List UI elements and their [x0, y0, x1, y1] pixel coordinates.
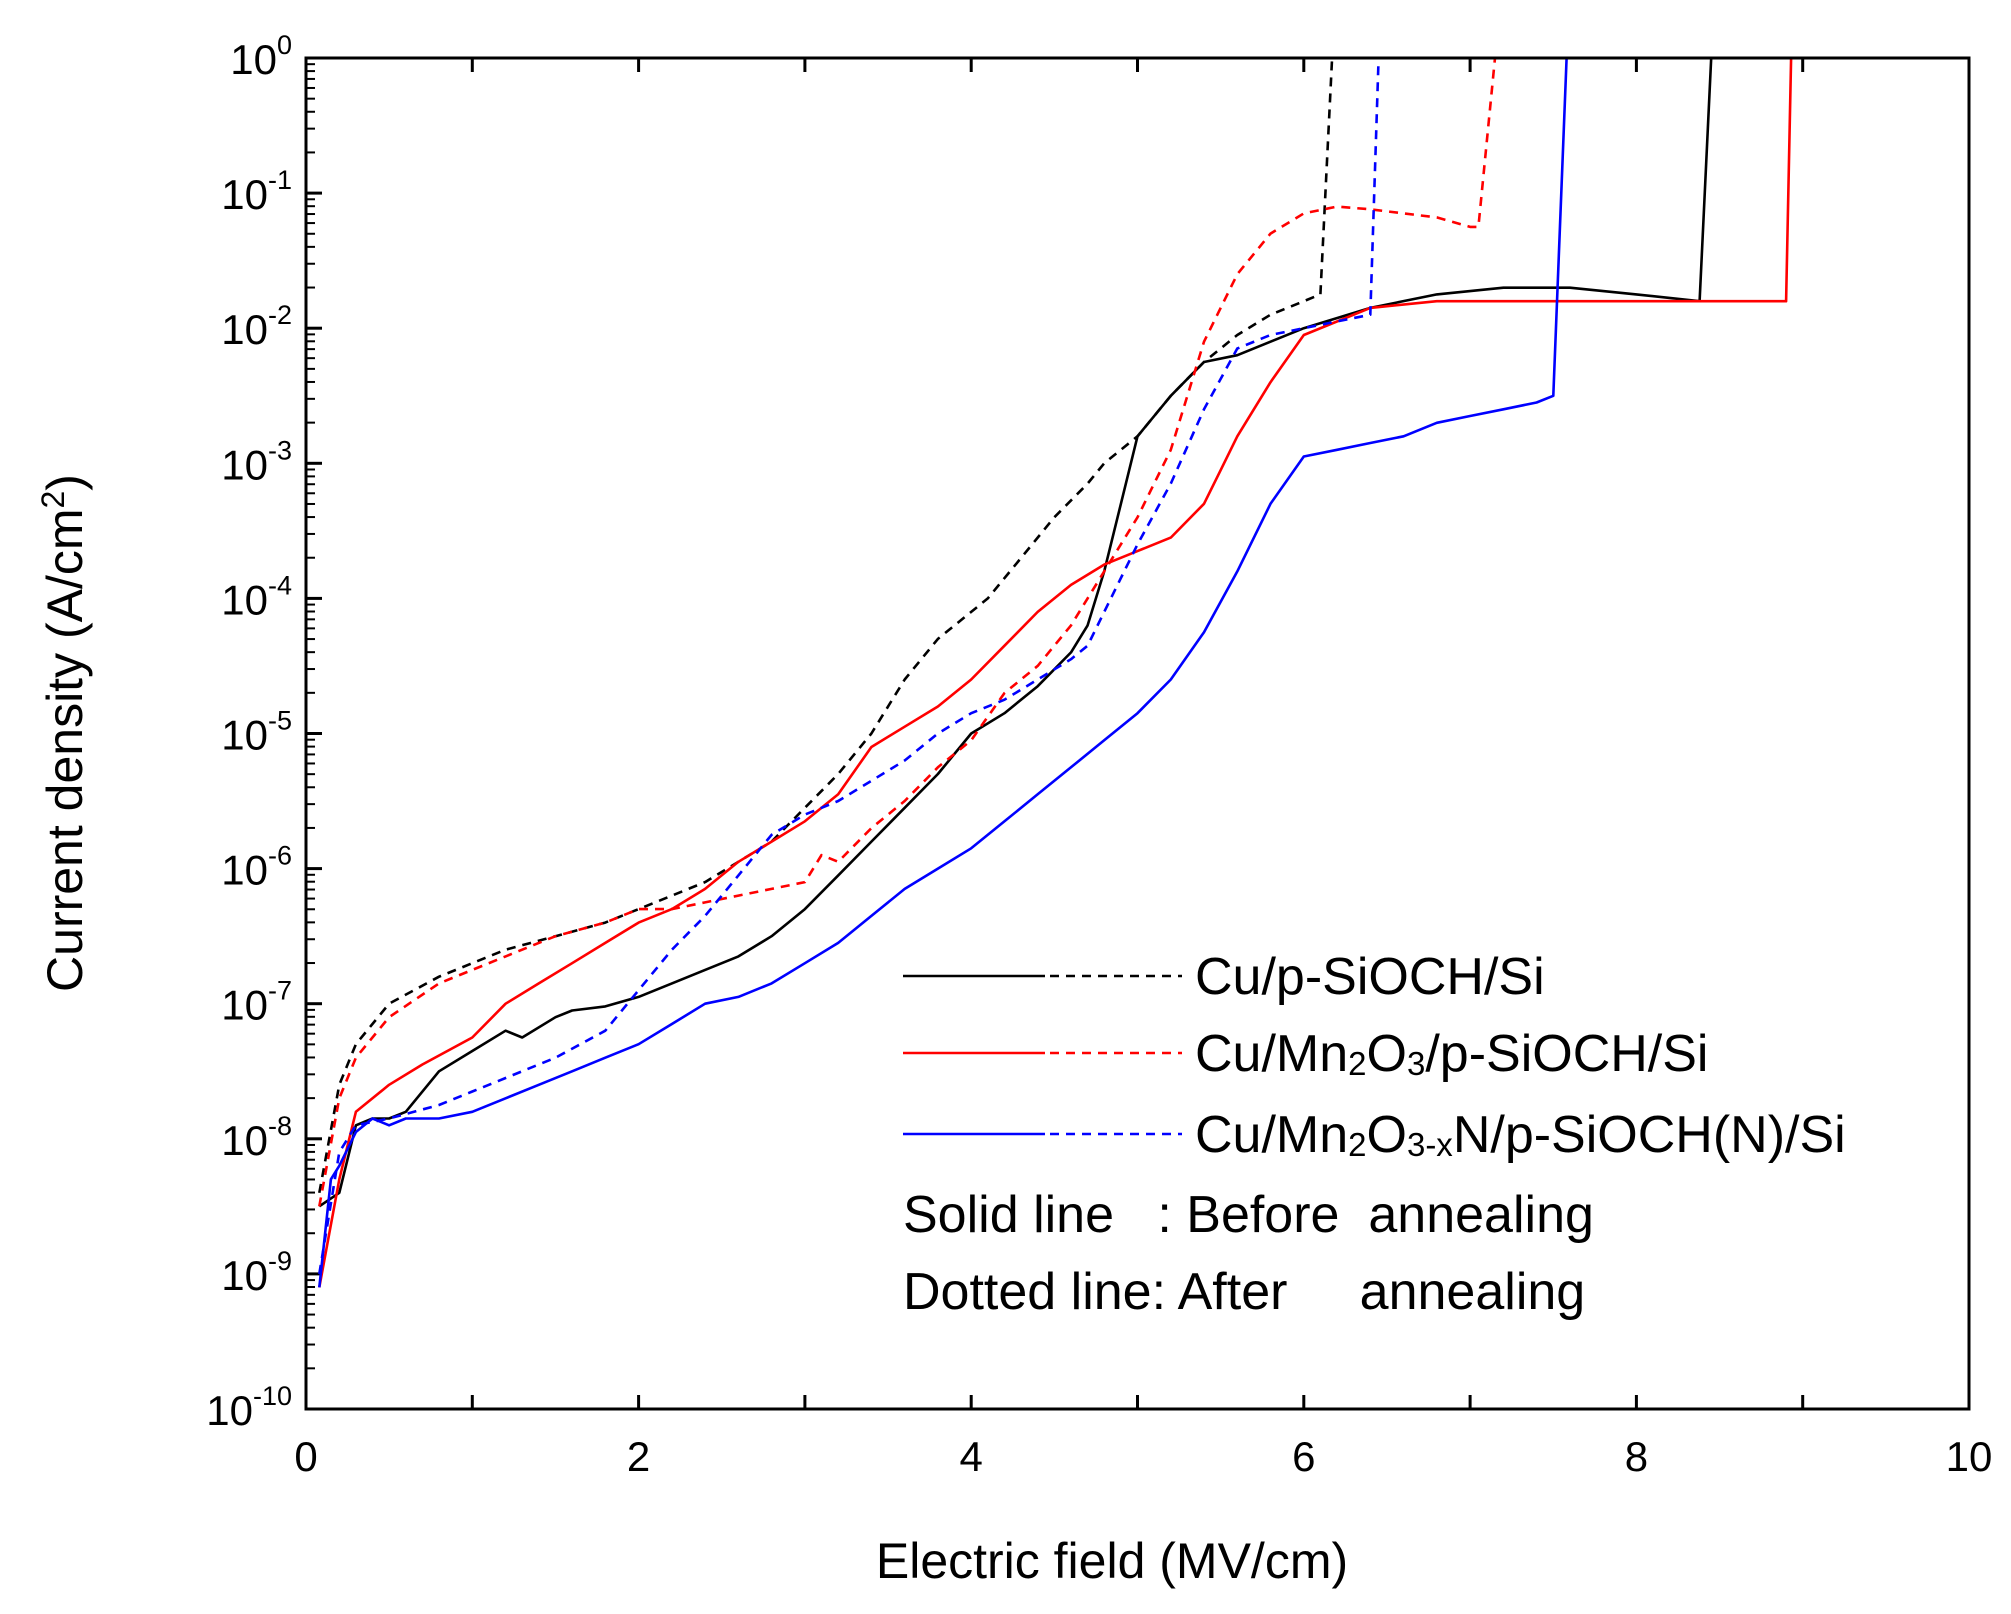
- legend: Cu/p-SiOCH/Si Cu/Mn2O3/p-SiOCH/Si Cu/Mn2O3…: [903, 948, 1846, 1321]
- y-tick-label: 10-4: [221, 570, 292, 623]
- x-axis-title: Electric field (MV/cm): [876, 1533, 1348, 1589]
- series-line-4: [318, 58, 1504, 1207]
- y-axis-title-main: Current density (A/cm: [37, 508, 93, 991]
- y-axis-title: Current density (A/cm2): [35, 474, 93, 992]
- y-tick-label: 10-1: [221, 165, 292, 218]
- x-tick-label: 4: [960, 1433, 983, 1480]
- y-tick-labels: 100 10-1 10-2 10-3 10-4 10-5 10-6 10-7 10-8 10-9 1…: [206, 30, 292, 1434]
- legend-note: Dotted line: After annealing: [903, 1263, 1585, 1321]
- y-tick-label: 10-8: [221, 1111, 292, 1164]
- legend-label: Cu/Mn2O3/p-SiOCH/Si: [1195, 1025, 1708, 1083]
- y-tick-label: 10-7: [221, 976, 292, 1029]
- x-tick-label: 10: [1946, 1433, 1993, 1480]
- y-axis-title-sup: 2: [35, 491, 71, 509]
- y-tick-label: 100: [230, 30, 292, 83]
- plot-frame: [304, 56, 1971, 1411]
- x-tick-label: 8: [1625, 1433, 1648, 1480]
- x-tick-labels: 0 2 4 6 8 10: [294, 1433, 1992, 1480]
- series-layer: [318, 58, 1803, 1288]
- series-line-5: [318, 58, 1570, 1288]
- series-line-2: [318, 58, 1338, 1194]
- y-axis-title-tail: ): [37, 474, 93, 491]
- x-tick-label: 6: [1292, 1433, 1315, 1480]
- y-tick-label: 10-9: [221, 1246, 292, 1299]
- legend-label: Cu/Mn2O3-xN/p-SiOCH(N)/Si: [1195, 1106, 1846, 1164]
- y-tick-label: 10-6: [221, 841, 292, 894]
- series-line-6: [318, 58, 1387, 1275]
- x-tick-label: 0: [294, 1433, 317, 1480]
- y-tick-label: 10-3: [221, 435, 292, 488]
- x-tick-label: 2: [627, 1433, 650, 1480]
- series-line-3: [318, 58, 1803, 1288]
- legend-note: Solid line : Before annealing: [903, 1186, 1594, 1244]
- axis-ticks: [306, 58, 1805, 1409]
- y-tick-label: 10-2: [221, 300, 292, 353]
- legend-label: Cu/p-SiOCH/Si: [1195, 948, 1545, 1006]
- y-tick-label: 10-10: [206, 1381, 292, 1434]
- y-tick-label: 10-5: [221, 706, 292, 759]
